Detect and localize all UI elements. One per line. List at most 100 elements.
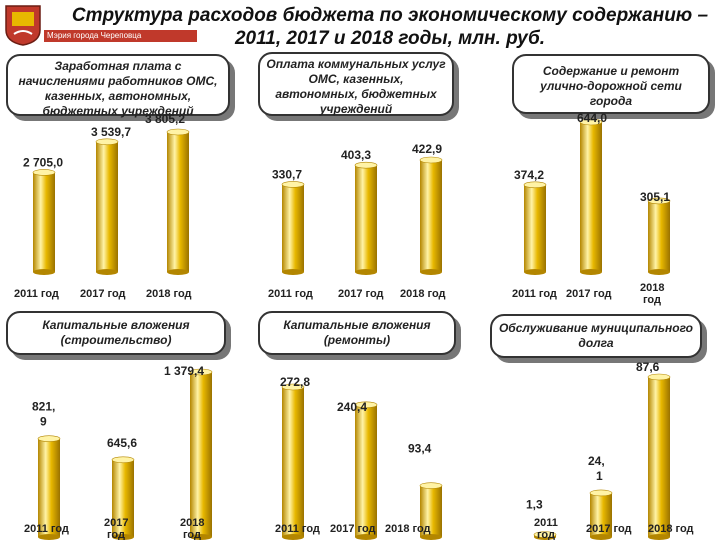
data-label: 3 805,2 [145,112,185,126]
category-label: 2018 год [146,288,192,300]
data-label: 821, 9 [32,400,55,429]
bar [189,368,213,540]
bar-base [648,534,670,540]
bar-top [37,435,61,442]
category-title: Капитальные вложения (ремонты) [283,318,431,347]
data-label: 1 379,4 [164,364,204,378]
bar [647,197,671,275]
category-box-utilities: Оплата коммунальных услуг ОМС, казенных,… [258,52,454,116]
bar [281,181,305,275]
bar-top [166,128,190,136]
bar-top [354,401,378,409]
bar-base [38,534,60,540]
category-box-roads: Содержание и ремонт улично-дорожной сети… [512,54,710,114]
data-label: 644,0 [577,111,607,125]
category-box-capital-construction: Капитальные вложения (строительство) [6,311,226,355]
bar-body [355,404,377,537]
category-label: 2018 год [385,523,431,535]
bar-top [189,368,213,376]
bar [354,161,378,275]
bar-top [419,482,443,489]
bar [523,181,547,275]
category-label: 2017 год [80,288,126,300]
bar [111,456,135,540]
data-label: 403,3 [341,148,371,162]
bar-top [579,118,603,126]
bar [281,383,305,540]
bar-base [580,269,602,275]
bar-base [420,269,442,275]
category-title: Обслуживание муниципального долга [498,321,694,350]
bar [533,531,557,540]
bar-top [95,138,119,146]
data-label: 24, 1 [588,454,605,483]
bar [419,156,443,275]
bar [579,118,603,275]
page-title-line-1: Структура расходов бюджета по экономичес… [71,5,709,26]
bar-body [96,141,118,272]
bar-body [420,485,442,537]
bar-base [33,269,55,275]
bar-base [282,269,304,275]
bar-top [589,489,613,497]
page-title-line-2: 2011, 2017 и 2018 годы, млн. руб. [234,28,546,49]
bar-top [111,456,135,464]
bar-base [282,534,304,540]
bar-base [355,269,377,275]
category-title: Капитальные вложения (строительство) [42,318,190,347]
bar-base [96,269,118,275]
bar-top [354,161,378,169]
data-label: 3 539,7 [91,125,131,139]
category-title: Оплата коммунальных услуг ОМС, казенных,… [266,57,446,116]
bar-body [112,459,134,537]
data-label: 374,2 [514,168,544,182]
bar-top [419,156,443,164]
category-title: Содержание и ремонт улично-дорожной сети… [540,64,682,108]
category-label: 2017 год [566,288,612,300]
category-label: 2011 год [268,288,313,300]
category-label: 2011 год [512,288,557,300]
bar-top [523,181,547,189]
category-box-capital-repairs: Капитальные вложения (ремонты) [258,311,456,355]
bar-body [648,200,670,272]
category-box-salaries: Заработная плата с начислениями работник… [6,54,230,118]
data-label: 240,4 [337,400,367,414]
category-label: 2017 год [586,523,632,535]
category-label: 2011 год [14,288,59,300]
bar-body [282,387,304,537]
category-label: 2017 год [330,523,376,535]
category-label: 2011 год [24,523,69,535]
bar-base [590,534,612,540]
bar-top [32,169,56,176]
data-label: 330,7 [272,167,302,181]
category-label: 2017 год [338,288,384,300]
logo-caption: Мэрия города Череповца [44,30,197,42]
data-label: 2 705,0 [23,155,63,169]
category-box-debt-service: Обслуживание муниципального долга [490,314,702,358]
category-label: 2011 год [534,517,558,540]
data-label: 87,6 [636,360,660,374]
bar-base [355,534,377,540]
category-label: 2018 год [180,517,204,540]
bar-body [167,132,189,272]
bar [32,169,56,275]
data-label: 272,8 [280,375,310,389]
data-label: 305,1 [640,190,670,204]
city-emblem-icon [4,4,42,46]
bar-base [190,534,212,540]
bar-body [38,438,60,537]
category-label: 2018 год [400,288,446,300]
bar-body [648,377,670,537]
bar-base [648,269,670,275]
data-label: 93,4 [408,442,432,456]
category-label: 2017 год [104,517,128,540]
bar-top [281,181,305,188]
bar-base [524,269,546,275]
bar-body [355,165,377,272]
category-title: Заработная плата с начислениями работник… [18,59,218,118]
bar-base [112,534,134,540]
bar-top [647,197,671,205]
bar [37,435,61,540]
bar [95,138,119,275]
